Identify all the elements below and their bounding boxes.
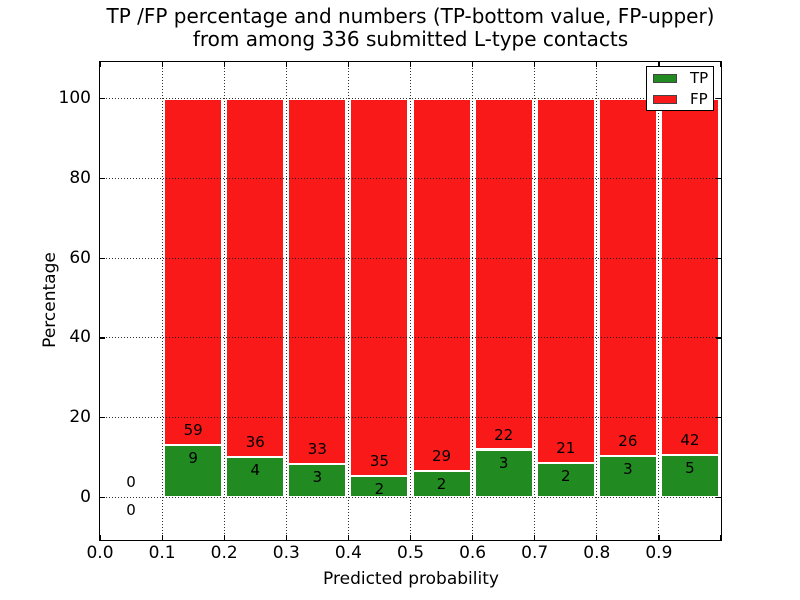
bar-segment-tp bbox=[474, 449, 533, 498]
legend-item-tp: TP bbox=[653, 69, 713, 88]
bar-label-fp-count: 33 bbox=[307, 440, 327, 459]
y-tick-label: 0 bbox=[80, 486, 91, 507]
bar-segment-fp bbox=[474, 98, 533, 450]
chart-title: TP /FP percentage and numbers (TP-bottom… bbox=[100, 5, 721, 51]
bar-segment-tp bbox=[536, 462, 595, 498]
bar-label-fp-count: 21 bbox=[556, 438, 576, 457]
bar-label-tp-count: 9 bbox=[188, 448, 198, 467]
bar-label-tp-count: 2 bbox=[436, 475, 447, 494]
x-axis-tick bbox=[720, 62, 722, 67]
bar-segment-tp bbox=[660, 455, 719, 498]
x-tick-label: 0.3 bbox=[272, 543, 300, 563]
x-tick-label: 0.2 bbox=[210, 543, 238, 563]
x-axis-tick bbox=[99, 62, 101, 67]
bar-segment-fp bbox=[536, 98, 595, 463]
bar-label-fp-count: 26 bbox=[618, 432, 638, 451]
bar-segment-fp bbox=[350, 98, 409, 476]
bar-segment-fp bbox=[288, 98, 347, 465]
bar-segment-fp bbox=[412, 98, 471, 472]
y-tick-label: 100 bbox=[58, 88, 91, 109]
bar-segment-tp bbox=[412, 471, 471, 498]
chart-title-line2: from among 336 submitted L-type contacts bbox=[192, 27, 629, 51]
x-axis-label: Predicted probability bbox=[323, 569, 499, 589]
bar-label-fp-count: 0 bbox=[126, 473, 136, 492]
tp-legend-swatch bbox=[653, 74, 677, 83]
bar-label-tp-count: 2 bbox=[374, 479, 385, 498]
legend-item-fp: FP bbox=[653, 90, 713, 109]
bar-label-tp-count: 3 bbox=[498, 453, 509, 472]
fp-legend-swatch bbox=[653, 95, 677, 104]
bar-label-tp-count: 4 bbox=[250, 461, 261, 480]
bar-segment-fp bbox=[660, 98, 719, 456]
x-tick-label: 0.6 bbox=[459, 543, 487, 563]
bar-segment-tp bbox=[598, 456, 657, 498]
bar-label-fp-count: 42 bbox=[680, 431, 700, 450]
bar-label-fp-count: 59 bbox=[183, 420, 203, 439]
bar-segment-fp bbox=[226, 98, 285, 458]
bar-segment-fp bbox=[164, 98, 223, 445]
x-tick-label: 0.5 bbox=[396, 543, 425, 563]
bar-segment-tp bbox=[226, 457, 285, 498]
bar-label-fp-count: 36 bbox=[245, 433, 265, 452]
x-axis-tick bbox=[720, 535, 722, 540]
x-tick-label: 0.4 bbox=[334, 543, 362, 563]
x-tick-label: 0.9 bbox=[645, 543, 673, 563]
bar-segment-tp bbox=[288, 464, 347, 498]
chart-title-line1: TP /FP percentage and numbers (TP-bottom… bbox=[106, 4, 715, 28]
bar-label-fp-count: 22 bbox=[494, 425, 514, 444]
plot-area: 0 0 59 9 36 4 33 3 35 2 29 2 22 3 21 2 26 3 42 5 TP FP bbox=[99, 61, 722, 541]
x-tick-label: 0.7 bbox=[521, 543, 549, 563]
bar-label-tp-count: 5 bbox=[685, 459, 695, 478]
y-tick-label: 40 bbox=[69, 327, 91, 348]
bar-label-tp-count: 3 bbox=[623, 460, 633, 479]
y-tick-label: 20 bbox=[69, 407, 91, 428]
y-tick-label: 80 bbox=[69, 167, 91, 188]
x-tick-label: 0.8 bbox=[583, 543, 611, 563]
bar-label-fp-count: 29 bbox=[432, 447, 452, 466]
bars-layer bbox=[100, 62, 721, 540]
x-axis-tick bbox=[99, 535, 101, 540]
x-tick-label: 0.0 bbox=[86, 543, 114, 563]
bar-label-tp-count: 0 bbox=[126, 501, 136, 520]
bar-label-tp-count: 2 bbox=[560, 466, 571, 485]
legend-label-fp: FP bbox=[690, 90, 708, 108]
x-tick-label: 0.1 bbox=[148, 543, 176, 563]
bar-segment-tp bbox=[164, 444, 223, 498]
legend-label-tp: TP bbox=[690, 69, 709, 87]
bar-segment-fp bbox=[598, 98, 657, 457]
legend: TP FP bbox=[646, 66, 714, 111]
y-tick-label: 60 bbox=[69, 247, 91, 268]
bar-label-fp-count: 35 bbox=[369, 451, 389, 470]
bar-label-tp-count: 3 bbox=[312, 468, 323, 487]
bar-count-labels-layer: 0 0 59 9 36 4 33 3 35 2 29 2 22 3 21 2 26 3 42 5 bbox=[100, 62, 721, 540]
